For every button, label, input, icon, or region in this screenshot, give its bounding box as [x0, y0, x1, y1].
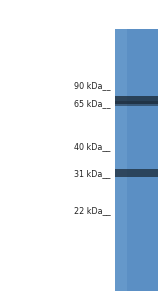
Text: 90 kDa__: 90 kDa__: [74, 81, 110, 90]
Bar: [115, 29, 158, 291]
Bar: [115, 96, 158, 104]
Bar: [115, 101, 158, 106]
Text: 40 kDa__: 40 kDa__: [74, 143, 110, 151]
Bar: [115, 29, 127, 291]
Text: 22 kDa__: 22 kDa__: [74, 207, 110, 215]
Text: 65 kDa__: 65 kDa__: [74, 99, 110, 108]
Text: 31 kDa__: 31 kDa__: [74, 169, 110, 178]
Bar: [115, 169, 158, 177]
